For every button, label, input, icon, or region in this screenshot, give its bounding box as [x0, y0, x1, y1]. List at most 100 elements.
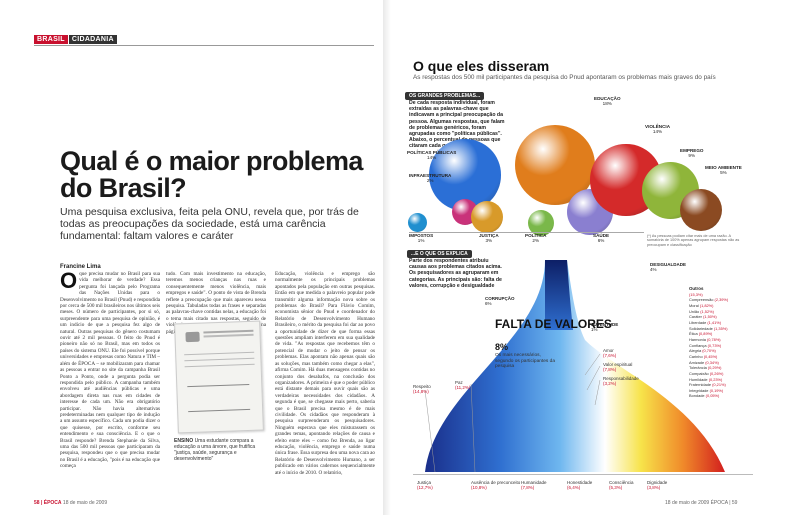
legend-item: Ética (0,89%): [689, 331, 751, 337]
flow-label: JUVENTUDE 1%: [591, 322, 618, 332]
pnud-logo: [185, 331, 200, 343]
folio-left: 58 | ÉPOCA: [34, 500, 62, 506]
legend-item-pct: (0,23%): [708, 376, 723, 382]
legend-item-name: União: [689, 308, 701, 314]
legend-item-name: Harmonia: [689, 336, 707, 342]
issue-date-left: 18 de maio de 2009: [62, 500, 108, 506]
legend-item-pct: (0,73%): [707, 342, 722, 348]
legend-item-pct: (0,45%): [703, 353, 718, 359]
legend-item-name: Carinho: [689, 353, 704, 359]
flow-label-name: Ausência de preconceito: [471, 480, 521, 485]
legend-item-name: Solidariedade: [689, 325, 714, 331]
bubble-label-name: SAÚDE: [593, 233, 610, 238]
legend-item-pct: (0,78%): [706, 336, 721, 342]
bubble-label-name: INFRAESTRUTURA: [409, 173, 452, 178]
folio-right: 18 de maio de 2009 ÉPOCA | 59: [665, 500, 738, 506]
bubble-label-name: POLÍTICA: [525, 233, 547, 238]
flow-label: Paz (11,2%): [455, 380, 470, 390]
flow-label-name: DESIGUALDADE: [650, 262, 687, 267]
footer-right: 18 de maio de 2009 ÉPOCA | 59: [665, 500, 737, 506]
legend-item: Liberdade (1,41%): [689, 320, 751, 326]
bubble-label: VIOLÊNCIA 14%: [645, 124, 670, 135]
right-page: O que eles disseram As respostas dos 500…: [395, 0, 757, 515]
legend-item: União (1,52%): [689, 309, 751, 315]
flow-graphic: [424, 260, 725, 473]
legend-item-pct: (0,05%): [705, 393, 720, 399]
graphic-title: O que eles disseram: [413, 58, 550, 74]
flow-label: Amor (7,6%): [603, 348, 616, 358]
flow-label-pct: (10,8%): [471, 485, 487, 491]
legend-item-pct: (0,89%): [698, 331, 713, 337]
bubble-footnote: (*) As pessoas podiam citar mais de uma …: [647, 234, 740, 247]
legend-item: Carinho (0,45%): [689, 354, 751, 360]
bubble-label: JUSTIÇA 3%: [479, 233, 499, 244]
legend-item: Humildade (0,23%): [689, 377, 751, 383]
section-pill-causes: ...E O QUE OS EXPLICA: [407, 250, 472, 258]
flow-label: Honestidade (6,4%): [567, 480, 592, 490]
bubble-label-pct: 2%: [532, 238, 540, 244]
bubble-label-name: JUSTIÇA: [479, 233, 499, 238]
legend-item-name: Alegria: [689, 348, 703, 354]
legend-item-name: Compreensão: [689, 297, 715, 303]
flow-label: Valor espiritual (7,8%): [603, 362, 632, 372]
flow-label-name: CORRUPÇÃO: [485, 296, 515, 301]
legend-item: Compreensão (2,39%): [689, 297, 751, 303]
left-page: BRASIL CIDADANIA Qual é o maior problema …: [30, 0, 377, 515]
byline: Francine Lima: [60, 264, 101, 270]
flow-label: Ausência de preconceito (10,8%): [471, 480, 520, 490]
bubble-label: MEIO AMBIENTE 5%: [705, 165, 742, 176]
bubble-label-name: MEIO AMBIENTE: [705, 165, 742, 170]
bubble-label-name: EDUCAÇÃO: [594, 96, 621, 101]
flow-label-name: Humanidade: [521, 480, 547, 485]
flow-label-pct: (7,6%): [603, 353, 617, 359]
flow-label-name: Justiça: [417, 480, 432, 485]
bubble-label-name: IMPOSTOS: [409, 233, 434, 238]
section-tag: BRASIL CIDADANIA: [34, 35, 117, 44]
flow-label-name: JUVENTUDE: [591, 322, 619, 327]
flow-label: Justiça (12,7%): [417, 480, 433, 490]
leader-line: [594, 379, 601, 406]
column-3-text: Educação, violência e emprego são normal…: [275, 271, 375, 476]
gutter: [383, 0, 391, 515]
flow-label-pct: 6%: [485, 301, 492, 307]
flow-label-name: Amor: [603, 348, 614, 353]
bubble-label: SAÚDE 6%: [593, 233, 609, 244]
flow-label-name: Responsabilidade: [603, 376, 639, 381]
legend-item-pct: (1,35%): [713, 325, 728, 331]
flow-label-pct: 4%: [650, 267, 657, 273]
flow-label-name: Dignidade: [647, 480, 668, 485]
section-cidadania: CIDADANIA: [68, 35, 117, 44]
legend-item: Compaixão (0,26%): [689, 371, 751, 377]
legend-item-pct: (2,39%): [714, 297, 729, 303]
leader-line: [586, 365, 601, 391]
bubble-label-name: EMPREGO: [680, 148, 704, 153]
bubble-label: INFRAESTRUTURA 2%: [409, 173, 451, 184]
bubble-label-pct: 1%: [417, 238, 425, 244]
bubble-label-pct: 3%: [485, 238, 493, 244]
legend-item-name: Compaixão: [689, 370, 710, 376]
flow-label-pct: (7,8%): [521, 485, 535, 491]
bubble-label-name: VIOLÊNCIA: [645, 124, 671, 129]
legend-item-name: Tolerância: [689, 365, 708, 371]
legend-item-pct: (0,19%): [709, 387, 724, 393]
flow-label: Responsabilidade (3,2%): [603, 376, 639, 386]
legend-item: Integridade (0,19%): [689, 388, 751, 394]
legend-item-pct: (1,41%): [707, 319, 722, 325]
flow-label-name: Respeito: [413, 384, 431, 389]
legend-item: Bondade (0,05%): [689, 393, 751, 399]
legend-item: Caráter (1,50%): [689, 314, 751, 320]
legend-item-name: Confiança: [689, 342, 708, 348]
dropcap: O: [60, 268, 78, 293]
bubble-label-pct: 2%: [426, 178, 434, 184]
legend-item-pct: (0,26%): [709, 370, 724, 376]
legend-item-pct: (1,82%): [699, 302, 714, 308]
flow-label: Humanidade (7,8%): [521, 480, 547, 490]
bubble-label-pct: 14%: [427, 155, 437, 161]
bubble-label-pct: 14%: [652, 129, 663, 135]
bubble-label-name: POLÍTICAS PÚBLICAS: [407, 150, 457, 155]
flow-label: DESIGUALDADE 4%: [650, 262, 686, 272]
legend-item-name: Liberdade: [689, 319, 708, 325]
others-legend: Outros (15,3%) Compreensão (2,39%) Moral …: [689, 286, 751, 399]
